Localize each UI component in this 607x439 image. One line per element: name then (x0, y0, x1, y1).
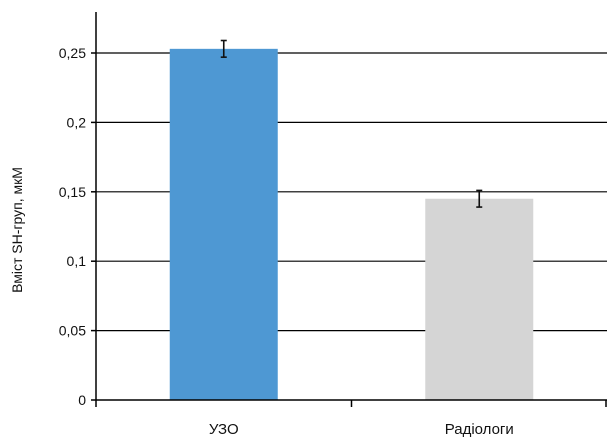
y-tick-label: 0,25 (59, 45, 86, 61)
bar (169, 48, 278, 400)
y-tick-label: 0 (78, 392, 86, 408)
y-tick-label: 0,1 (67, 253, 87, 269)
y-tick-label: 0,15 (59, 184, 86, 200)
axes (91, 12, 607, 407)
error-bars (220, 39, 483, 208)
bar (425, 198, 534, 400)
y-tick-label: 0,05 (59, 323, 86, 339)
tick-labels: 0 0,05 0,1 0,15 0,2 0,25 УЗО Радіологи (59, 45, 514, 438)
y-axis-title: Вміст SH-груп, мкМ (9, 167, 25, 293)
y-tick-label: 0,2 (67, 114, 87, 130)
bars (169, 48, 534, 400)
x-category-label: Радіологи (445, 421, 514, 438)
x-category-label: УЗО (209, 421, 239, 438)
